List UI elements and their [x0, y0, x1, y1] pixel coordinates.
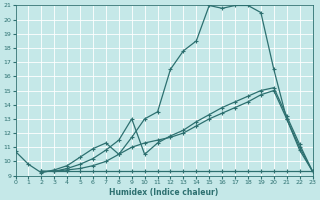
X-axis label: Humidex (Indice chaleur): Humidex (Indice chaleur): [109, 188, 219, 197]
